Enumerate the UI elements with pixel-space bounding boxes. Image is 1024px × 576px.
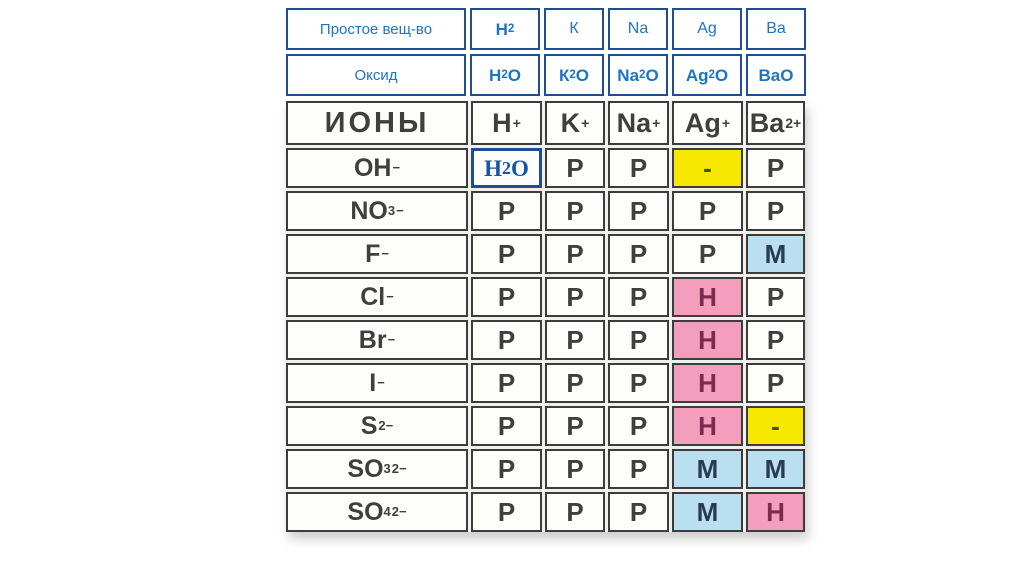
ions-corner-label: ИОНЫ [286,101,468,145]
solubility-cell: Р [608,363,669,403]
solubility-cell: Р [746,277,805,317]
solubility-cell: Н [672,320,743,360]
cation-header-cell: K + [545,101,605,145]
solubility-cell: Р [746,148,805,188]
solubility-cell: Р [545,148,605,188]
solubility-cell: Р [471,492,542,532]
solubility-cell: Р [672,234,743,274]
solubility-cell: Р [545,363,605,403]
solubility-cell: Р [608,191,669,231]
compound-formula-cell: Ag [672,8,742,50]
solubility-cell: Р [471,191,542,231]
solubility-cell: М [672,449,743,489]
anion-label: OH − [286,148,468,188]
solubility-cell: Р [545,234,605,274]
solubility-cell: Р [471,449,542,489]
solubility-cell: Р [471,406,542,446]
solubility-cell: Р [608,277,669,317]
solubility-cell: Р [471,277,542,317]
cation-header-cell: H + [471,101,542,145]
compound-row-label: Простое вещ-во [286,8,466,50]
solubility-cell: Р [545,492,605,532]
compound-formula-cell: BaO [746,54,806,96]
solubility-cell: - [672,148,743,188]
solubility-cell: Р [746,191,805,231]
solubility-cell: Р [545,449,605,489]
solubility-cell: Р [545,191,605,231]
solubility-cell: Р [471,320,542,360]
anion-label: Br − [286,320,468,360]
solubility-cell: Р [746,320,805,360]
anion-label: NO 3− [286,191,468,231]
solubility-cell: - [746,406,805,446]
anion-label: Cl − [286,277,468,317]
anion-label: SO 3 2− [286,449,468,489]
cation-header-cell: Ba 2+ [746,101,805,145]
compound-formula-cell: Na [608,8,668,50]
compound-formula-cell: Ag 2 O [672,54,742,96]
solubility-cell: М [746,234,805,274]
compounds-table: Простое вещ-во H 2 К Na Ag Ba Оксид H 2 O К 2 O Na 2 O Ag… [286,8,806,96]
solubility-cell: Р [545,406,605,446]
compound-formula-cell: Na 2 O [608,54,668,96]
solubility-cell: Р [471,234,542,274]
compound-formula-cell: Ba [746,8,806,50]
solubility-cell: Н [672,277,743,317]
solubility-table: ИОНЫ H + K + Na + Ag + Ba 2+ OH − H 2 O Р Р - Р NO 3− Р Р Р Р Р F −… [286,101,805,532]
solubility-cell: Н [746,492,805,532]
solubility-cell: М [746,449,805,489]
solubility-cell: Н [672,363,743,403]
solubility-cell: Р [545,277,605,317]
solubility-cell: Р [608,406,669,446]
solubility-cell: Р [471,363,542,403]
anion-label: I − [286,363,468,403]
solubility-cell: Р [746,363,805,403]
solubility-cell: Р [608,449,669,489]
solubility-cell: М [672,492,743,532]
compound-row-label: Оксид [286,54,466,96]
solubility-cell: Р [672,191,743,231]
anion-label: S 2− [286,406,468,446]
cation-header-cell: Ag + [672,101,743,145]
solubility-cell: Р [545,320,605,360]
compound-formula-cell: К [544,8,604,50]
anion-label: SO 4 2− [286,492,468,532]
cation-header-cell: Na + [608,101,669,145]
solubility-cell: Н [672,406,743,446]
solubility-cell: Р [608,492,669,532]
solubility-cell: Р [608,148,669,188]
solubility-cell: Р [608,234,669,274]
solubility-cell: Р [608,320,669,360]
anion-label: F − [286,234,468,274]
